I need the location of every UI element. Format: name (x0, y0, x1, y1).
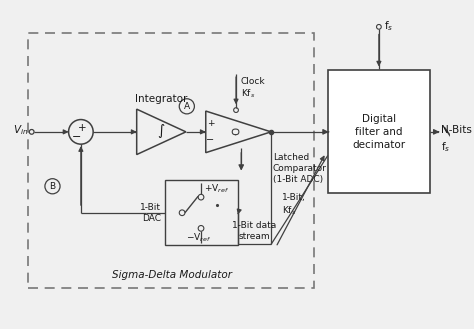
Text: $V_{in}$: $V_{in}$ (13, 123, 28, 137)
Text: ∫: ∫ (158, 124, 165, 138)
Text: +: + (77, 123, 86, 133)
Text: −V$_{ref}$: −V$_{ref}$ (186, 231, 212, 243)
Text: Sigma-Delta Modulator: Sigma-Delta Modulator (112, 270, 232, 280)
Text: f$_s$: f$_s$ (441, 140, 451, 154)
Text: Digital
filter and
decimator: Digital filter and decimator (352, 114, 405, 150)
Bar (328, 70, 430, 193)
Text: +: + (207, 119, 214, 128)
Bar (165, 180, 238, 245)
Text: 1-Bit,
Kf$_s$: 1-Bit, Kf$_s$ (283, 192, 306, 217)
Text: Latched
Comparator
(1-Bit ADC): Latched Comparator (1-Bit ADC) (273, 153, 327, 184)
Text: 1-Bit
DAC: 1-Bit DAC (140, 203, 161, 223)
Text: 1-Bit data
stream: 1-Bit data stream (232, 220, 277, 240)
Text: A: A (184, 102, 190, 111)
Text: Integrator: Integrator (135, 94, 188, 104)
Text: −: − (72, 132, 81, 141)
Text: Clock
Kf$_s$: Clock Kf$_s$ (241, 77, 265, 100)
Text: N-Bits: N-Bits (441, 125, 472, 135)
Text: +V$_{ref}$: +V$_{ref}$ (204, 182, 229, 194)
Bar (28, 33, 314, 288)
Text: f$_s$: f$_s$ (383, 19, 393, 33)
Text: −: − (206, 135, 215, 145)
Text: B: B (49, 182, 55, 191)
